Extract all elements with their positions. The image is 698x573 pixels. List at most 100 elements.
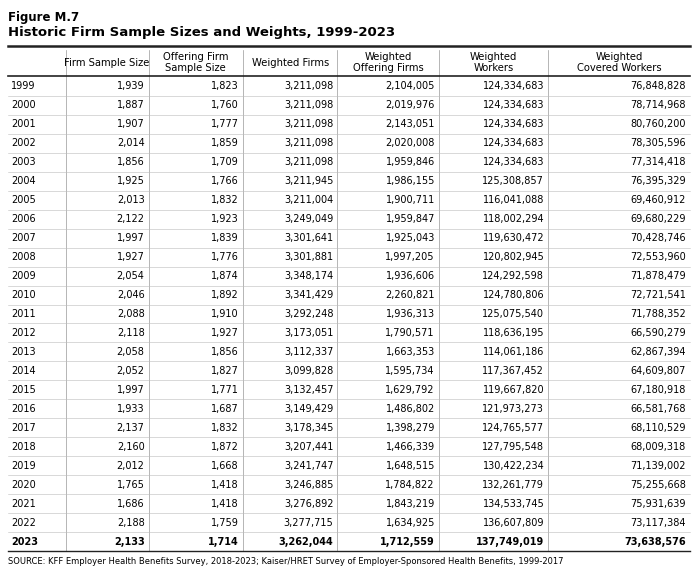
Text: 121,973,273: 121,973,273	[482, 404, 544, 414]
Text: 3,211,004: 3,211,004	[284, 195, 334, 205]
Text: 1,986,155: 1,986,155	[385, 176, 435, 186]
Text: 76,395,329: 76,395,329	[630, 176, 686, 186]
Text: 1,714: 1,714	[208, 536, 239, 547]
Text: 2,012: 2,012	[117, 461, 144, 470]
Text: 3,301,881: 3,301,881	[284, 252, 334, 262]
Text: 119,667,820: 119,667,820	[483, 385, 544, 395]
Text: Firm Sample Size: Firm Sample Size	[64, 57, 150, 68]
Text: 3,249,049: 3,249,049	[284, 214, 334, 224]
Text: 117,367,452: 117,367,452	[482, 366, 544, 376]
Text: 1,900,711: 1,900,711	[385, 195, 435, 205]
Text: 1,936,606: 1,936,606	[386, 271, 435, 281]
Text: 3,262,044: 3,262,044	[279, 536, 334, 547]
Text: 3,211,098: 3,211,098	[284, 100, 334, 111]
Text: 1,595,734: 1,595,734	[385, 366, 435, 376]
Text: 3,173,051: 3,173,051	[284, 328, 334, 338]
Text: 68,009,318: 68,009,318	[631, 442, 686, 452]
Text: 1,629,792: 1,629,792	[385, 385, 435, 395]
Text: 71,788,352: 71,788,352	[630, 309, 686, 319]
Text: 2,133: 2,133	[114, 536, 144, 547]
Text: 78,714,968: 78,714,968	[630, 100, 686, 111]
Text: 1,466,339: 1,466,339	[386, 442, 435, 452]
Text: 1,933: 1,933	[117, 404, 144, 414]
Text: 2,019,976: 2,019,976	[385, 100, 435, 111]
Text: 1,784,822: 1,784,822	[385, 480, 435, 490]
Text: 1,648,515: 1,648,515	[385, 461, 435, 470]
Text: 2,020,008: 2,020,008	[385, 138, 435, 148]
Text: 68,110,529: 68,110,529	[630, 423, 686, 433]
Text: 3,099,828: 3,099,828	[284, 366, 334, 376]
Text: 69,680,229: 69,680,229	[630, 214, 686, 224]
Text: 1,927: 1,927	[117, 252, 144, 262]
Text: 73,117,384: 73,117,384	[630, 517, 686, 528]
Text: 2007: 2007	[11, 233, 36, 243]
Text: 2010: 2010	[11, 290, 36, 300]
Text: 3,246,885: 3,246,885	[284, 480, 334, 490]
Text: 3,211,098: 3,211,098	[284, 138, 334, 148]
Text: 136,607,809: 136,607,809	[483, 517, 544, 528]
Text: 2006: 2006	[11, 214, 36, 224]
Text: 1,959,846: 1,959,846	[385, 158, 435, 167]
Text: 1,939: 1,939	[117, 81, 144, 92]
Text: 1,418: 1,418	[211, 499, 239, 509]
Text: Offering Firm
Sample Size: Offering Firm Sample Size	[163, 52, 228, 73]
Text: 2023: 2023	[11, 536, 38, 547]
Text: 2002: 2002	[11, 138, 36, 148]
Text: 70,428,746: 70,428,746	[630, 233, 686, 243]
Text: 1,663,353: 1,663,353	[385, 347, 435, 357]
Text: 1,843,219: 1,843,219	[385, 499, 435, 509]
Text: 120,802,945: 120,802,945	[482, 252, 544, 262]
Text: 1,765: 1,765	[117, 480, 144, 490]
Text: 71,139,002: 71,139,002	[630, 461, 686, 470]
Text: 1,887: 1,887	[117, 100, 144, 111]
Text: 134,533,745: 134,533,745	[482, 499, 544, 509]
Text: 3,241,747: 3,241,747	[284, 461, 334, 470]
Text: 1,398,279: 1,398,279	[385, 423, 435, 433]
Text: 1,925: 1,925	[117, 176, 144, 186]
Text: 2020: 2020	[11, 480, 36, 490]
Text: 124,334,683: 124,334,683	[483, 158, 544, 167]
Text: 1,759: 1,759	[211, 517, 239, 528]
Text: 3,292,248: 3,292,248	[284, 309, 334, 319]
Text: 2,188: 2,188	[117, 517, 144, 528]
Text: 2014: 2014	[11, 366, 36, 376]
Text: 2011: 2011	[11, 309, 36, 319]
Text: 1,856: 1,856	[211, 347, 239, 357]
Text: Weighted
Workers: Weighted Workers	[470, 52, 517, 73]
Text: 2022: 2022	[11, 517, 36, 528]
Text: 64,609,807: 64,609,807	[630, 366, 686, 376]
Text: 75,931,639: 75,931,639	[630, 499, 686, 509]
Text: 2,260,821: 2,260,821	[385, 290, 435, 300]
Text: 1,925,043: 1,925,043	[385, 233, 435, 243]
Text: 2004: 2004	[11, 176, 36, 186]
Text: Weighted Firms: Weighted Firms	[251, 57, 329, 68]
Text: 119,630,472: 119,630,472	[483, 233, 544, 243]
Text: 3,301,641: 3,301,641	[284, 233, 334, 243]
Text: 76,848,828: 76,848,828	[630, 81, 686, 92]
Text: 62,867,394: 62,867,394	[630, 347, 686, 357]
Text: 2012: 2012	[11, 328, 36, 338]
Text: 1,668: 1,668	[211, 461, 239, 470]
Text: 2,137: 2,137	[117, 423, 144, 433]
Text: 78,305,596: 78,305,596	[630, 138, 686, 148]
Text: 2,118: 2,118	[117, 328, 144, 338]
Text: 1,709: 1,709	[211, 158, 239, 167]
Text: 3,211,098: 3,211,098	[284, 158, 334, 167]
Text: 125,075,540: 125,075,540	[482, 309, 544, 319]
Text: 3,211,098: 3,211,098	[284, 119, 334, 129]
Text: 124,765,577: 124,765,577	[482, 423, 544, 433]
Text: 2019: 2019	[11, 461, 36, 470]
Text: 2017: 2017	[11, 423, 36, 433]
Text: 1,687: 1,687	[211, 404, 239, 414]
Text: 124,334,683: 124,334,683	[483, 138, 544, 148]
Text: 2008: 2008	[11, 252, 36, 262]
Text: 1,776: 1,776	[211, 252, 239, 262]
Text: 1,760: 1,760	[211, 100, 239, 111]
Text: 1,936,313: 1,936,313	[386, 309, 435, 319]
Text: 3,207,441: 3,207,441	[284, 442, 334, 452]
Text: 3,276,892: 3,276,892	[284, 499, 334, 509]
Text: 116,041,088: 116,041,088	[483, 195, 544, 205]
Text: 1,872: 1,872	[211, 442, 239, 452]
Text: 2,014: 2,014	[117, 138, 144, 148]
Text: 2,052: 2,052	[117, 366, 144, 376]
